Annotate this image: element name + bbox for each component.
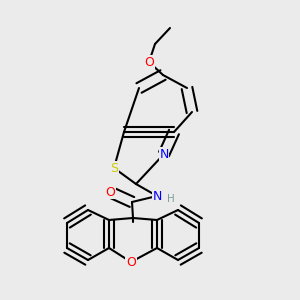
Text: N: N (159, 148, 169, 160)
Text: N: N (152, 190, 162, 202)
Text: S: S (110, 161, 118, 175)
Text: O: O (144, 56, 154, 68)
Text: O: O (126, 256, 136, 268)
Text: H: H (167, 194, 174, 204)
Text: O: O (105, 185, 115, 199)
